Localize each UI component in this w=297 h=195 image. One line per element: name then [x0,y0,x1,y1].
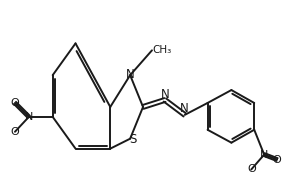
Text: N: N [126,68,135,81]
Text: N: N [25,112,33,122]
Text: O: O [11,98,19,108]
Text: O: O [273,155,282,165]
Text: N: N [180,102,189,115]
Text: O: O [11,127,19,137]
Text: O: O [247,165,256,175]
Text: CH₃: CH₃ [152,45,171,55]
Text: N: N [160,88,169,101]
Text: N: N [260,150,268,160]
Text: S: S [129,133,137,146]
